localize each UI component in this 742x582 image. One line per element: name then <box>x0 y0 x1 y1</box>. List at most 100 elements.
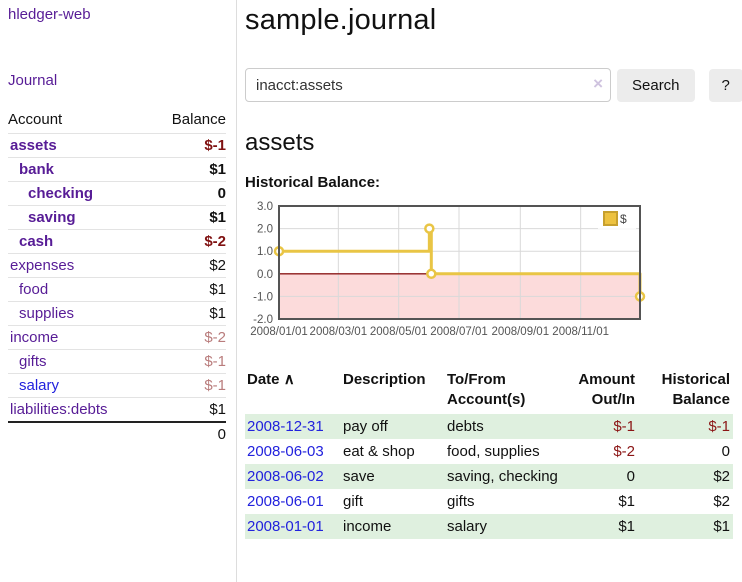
y-tick-label: -1.0 <box>253 291 273 303</box>
transaction-amount: $1 <box>618 518 635 535</box>
sidebar-nav: Journal <box>8 72 226 90</box>
account-balance: $-1 <box>149 349 226 374</box>
transaction-balance: $2 <box>713 468 730 485</box>
account-balance: $-2 <box>149 325 226 350</box>
accounts-total-row: 0 <box>8 421 226 446</box>
y-tick-label: 3.0 <box>257 201 273 213</box>
account-row: expenses $2 <box>8 253 226 278</box>
transaction-balance: 0 <box>721 443 730 460</box>
transaction-amount: $-1 <box>613 418 635 435</box>
x-tick-label: 2008/11/01 <box>552 326 609 338</box>
transaction-description: eat & shop <box>343 443 415 460</box>
clear-search-icon[interactable]: × <box>593 74 603 93</box>
account-balance: $-1 <box>149 373 226 398</box>
account-balance: $1 <box>149 277 226 302</box>
transaction-accounts: debts <box>447 418 484 435</box>
transaction-row[interactable]: 2008-12-31 pay off debts $-1 $-1 <box>245 414 733 439</box>
account-link[interactable]: gifts <box>19 353 47 370</box>
transaction-balance: $1 <box>713 518 730 535</box>
column-header-balance: Historical Balance <box>661 371 730 408</box>
transaction-balance: $2 <box>713 493 730 510</box>
column-header-description: Description <box>343 371 426 388</box>
brand: hledger-web <box>8 6 226 24</box>
x-tick-label: 2008/09/01 <box>492 326 550 338</box>
y-tick-label: 1.0 <box>257 246 273 258</box>
accounts-table: Account Balance assets $-1 bank $1 checking 0… <box>8 108 226 446</box>
account-row: assets $-1 <box>8 133 226 158</box>
account-link[interactable]: salary <box>19 377 60 394</box>
search-input[interactable] <box>245 68 611 102</box>
account-balance: $-1 <box>149 133 226 158</box>
account-link[interactable]: food <box>19 281 49 298</box>
search-form: × Search ? <box>245 68 742 102</box>
y-tick-label: -2.0 <box>253 314 273 326</box>
account-row: cash $-2 <box>8 229 226 254</box>
account-balance: $2 <box>149 253 226 278</box>
historical-balance-chart: $3.0 2.0 1.0 0.0 -1.0 -2.0 2008/01/01 2008/03/0… <box>245 199 742 354</box>
sidebar-item-journal[interactable]: Journal <box>8 72 58 89</box>
transaction-date-link[interactable]: 2008-06-02 <box>247 468 324 485</box>
account-link[interactable]: liabilities:debts <box>10 401 108 418</box>
sidebar: hledger-web Journal Account Balance asse… <box>0 0 237 582</box>
account-link[interactable]: cash <box>19 233 54 250</box>
y-tick-label: 0.0 <box>257 269 273 281</box>
transaction-row[interactable]: 2008-06-01 gift gifts $1 $2 <box>245 489 733 514</box>
column-header-accounts: To/From Account(s) <box>447 371 526 408</box>
transaction-accounts: salary <box>447 518 488 535</box>
transaction-description: save <box>343 468 375 485</box>
search-button[interactable]: Search <box>617 68 695 102</box>
transaction-date-link[interactable]: 2008-06-03 <box>247 443 324 460</box>
accounts-total: 0 <box>149 421 226 446</box>
brand-link[interactable]: hledger-web <box>8 6 91 23</box>
account-row: checking 0 <box>8 181 226 206</box>
account-row: supplies $1 <box>8 301 226 326</box>
account-row: food $1 <box>8 277 226 302</box>
account-balance: 0 <box>149 181 226 206</box>
account-link[interactable]: checking <box>28 185 94 202</box>
transaction-accounts: gifts <box>447 493 475 510</box>
account-link[interactable]: assets <box>10 137 57 154</box>
account-row: saving $1 <box>8 205 226 230</box>
account-row: liabilities:debts $1 <box>8 397 226 422</box>
search-box: × <box>245 68 611 102</box>
data-point-marker <box>426 268 437 280</box>
transaction-row[interactable]: 2008-01-01 income salary $1 $1 <box>245 514 733 539</box>
account-link[interactable]: income <box>10 329 59 346</box>
transaction-date-link[interactable]: 2008-01-01 <box>247 518 324 535</box>
account-title: assets <box>245 129 315 156</box>
transaction-balance: $-1 <box>708 418 730 435</box>
transaction-row[interactable]: 2008-06-02 save saving, checking 0 $2 <box>245 464 733 489</box>
x-tick-label: 2008/01/01 <box>250 326 308 338</box>
chart-label: Historical Balance: <box>245 174 381 191</box>
column-header-date[interactable]: Date ∧ <box>247 371 295 388</box>
x-tick-label: 2008/05/01 <box>370 326 428 338</box>
x-tick-label: 2008/03/01 <box>310 326 368 338</box>
legend-swatch <box>603 211 618 226</box>
accounts-header-account: Account <box>8 111 63 128</box>
accounts-header-balance: Balance <box>171 111 226 128</box>
transaction-row[interactable]: 2008-06-03 eat & shop food, supplies $-2 0 <box>245 439 733 464</box>
account-row: salary $-1 <box>8 373 226 398</box>
page-title: sample.journal <box>245 4 437 36</box>
account-link[interactable]: expenses <box>10 257 75 274</box>
transaction-date-link[interactable]: 2008-12-31 <box>247 418 324 435</box>
transaction-date-link[interactable]: 2008-06-01 <box>247 493 324 510</box>
account-balance: $1 <box>149 397 226 422</box>
account-link[interactable]: supplies <box>19 305 75 322</box>
transaction-accounts: food, supplies <box>447 443 540 460</box>
y-tick-label: 2.0 <box>257 224 273 236</box>
x-tick-label: 2008/07/01 <box>430 326 488 338</box>
plot-border <box>278 205 641 320</box>
account-link[interactable]: saving <box>28 209 76 226</box>
account-balance: $1 <box>149 205 226 230</box>
main-content: sample.journal × Search ? assets Histori… <box>237 0 742 582</box>
help-button[interactable]: ? <box>708 68 742 102</box>
column-header-amount: Amount Out/In <box>578 371 635 408</box>
transaction-description: income <box>343 518 392 535</box>
account-row: gifts $-1 <box>8 349 226 374</box>
sort-asc-icon: ∧ <box>283 371 295 388</box>
account-link[interactable]: bank <box>19 161 55 178</box>
transaction-description: pay off <box>343 418 388 435</box>
account-row: income $-2 <box>8 325 226 350</box>
